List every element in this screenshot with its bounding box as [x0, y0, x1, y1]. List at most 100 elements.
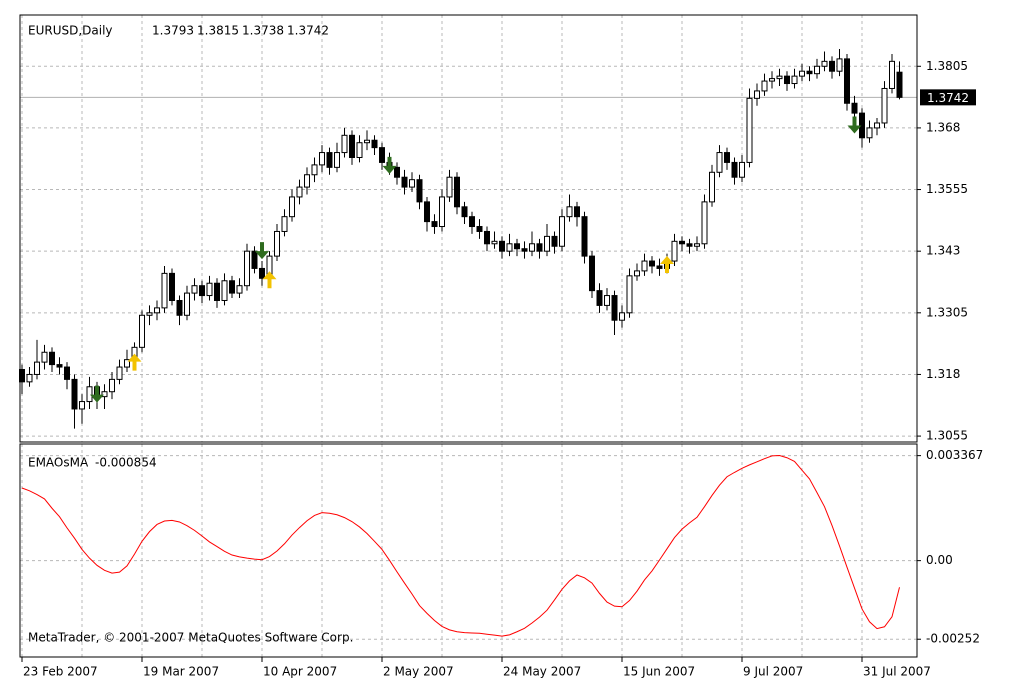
candle-body	[634, 270, 640, 277]
candle-body	[221, 280, 228, 301]
candle-body	[626, 275, 633, 314]
indicator-title: EMAOsMA	[28, 456, 89, 470]
candle-body	[49, 351, 55, 366]
candle-body	[791, 75, 798, 85]
candle-body	[56, 364, 63, 368]
y-tick-label: 1.3305	[926, 305, 968, 319]
marks-layer	[19, 49, 903, 637]
candle-body	[746, 97, 753, 163]
y-tick-label: 0.00	[926, 553, 953, 567]
candle-body	[551, 235, 558, 247]
candle-body	[761, 80, 768, 92]
candle-body	[506, 243, 513, 252]
candle-body	[401, 176, 408, 188]
candle-body	[514, 243, 520, 250]
chart-title: EURUSD,Daily	[28, 24, 113, 38]
sell-arrow	[382, 156, 397, 174]
candle-body	[874, 122, 880, 129]
candle-body	[649, 260, 655, 267]
candle-body	[589, 255, 595, 292]
x-tick-label: 19 Mar 2007	[143, 665, 219, 679]
y-tick-label: 1.3555	[926, 182, 968, 196]
x-tick-label: 9 Jul 2007	[743, 665, 803, 679]
candle-body	[814, 65, 820, 75]
candle-body	[604, 295, 610, 306]
candle-body	[161, 272, 168, 309]
candle-body	[461, 206, 468, 218]
candle-body	[169, 272, 175, 301]
candle-body	[731, 161, 738, 178]
candle-body	[671, 240, 678, 262]
candle-body	[469, 216, 475, 228]
x-tick-label: 31 Jul 2007	[863, 665, 931, 679]
candle-body	[776, 75, 783, 80]
candle-body	[334, 152, 340, 168]
candle-body	[64, 366, 70, 380]
copyright: MetaTrader, © 2001-2007 MetaQuotes Softw…	[28, 631, 353, 645]
candle-body	[686, 243, 693, 247]
candle-body	[739, 161, 745, 178]
candle-body	[244, 250, 250, 287]
buy-arrow	[660, 256, 674, 274]
y-tick-label: 1.343	[926, 244, 960, 258]
candle-body	[289, 196, 295, 218]
y-tick-label: -0.00252	[926, 632, 980, 646]
close-value: 1.3742	[287, 24, 329, 38]
candle-body	[581, 216, 588, 257]
candle-body	[379, 147, 385, 163]
y-tick-label: 0.003367	[926, 448, 983, 462]
candle-body	[424, 201, 430, 223]
candle-body	[139, 314, 145, 348]
candle-body	[431, 221, 438, 228]
sell-arrow	[847, 116, 862, 134]
candle-body	[454, 176, 460, 208]
candle-body	[491, 240, 498, 245]
candle-body	[199, 285, 205, 297]
candle-body	[251, 250, 258, 269]
candle-body	[364, 139, 370, 144]
sell-arrow	[90, 385, 104, 403]
candle-body	[529, 243, 535, 252]
candle-body	[446, 176, 453, 198]
candle-body	[236, 285, 243, 294]
labels-layer: EURUSD,Daily 1.3793 1.3815 1.3738 1.3742…	[21, 24, 983, 679]
candle-body	[784, 75, 790, 85]
candle-body	[836, 58, 843, 72]
candle-body	[821, 60, 828, 67]
low-value: 1.3738	[242, 24, 284, 38]
candle-body	[536, 243, 543, 252]
indicator-line	[21, 455, 900, 637]
candle-body	[754, 90, 760, 99]
candle-body	[799, 70, 805, 77]
candle-body	[341, 134, 348, 154]
y-tick-label: 1.318	[926, 367, 960, 381]
candle-body	[641, 260, 648, 272]
x-tick-label: 23 Feb 2007	[23, 665, 98, 679]
candle-body	[851, 102, 858, 114]
candle-body	[574, 206, 580, 218]
candle-body	[109, 378, 115, 393]
last-price-box	[920, 89, 976, 106]
y-tick-label: 1.3055	[926, 429, 968, 443]
candle-body	[806, 70, 813, 75]
candle-body	[439, 196, 445, 228]
y-tick-label: 1.3805	[926, 59, 968, 73]
price-panel-frame	[19, 14, 918, 443]
candle-body	[409, 179, 415, 188]
candle-body	[476, 226, 483, 232]
grid-layer	[20, 15, 917, 657]
candle-body	[416, 179, 423, 203]
candle-body	[724, 152, 730, 163]
candle-body	[191, 285, 198, 294]
candle-body	[521, 248, 528, 252]
candle-body	[281, 216, 288, 232]
candle-body	[619, 312, 625, 321]
candle-body	[349, 134, 355, 158]
candle-body	[101, 391, 108, 398]
candle-body	[274, 230, 280, 257]
sell-arrow	[255, 242, 269, 260]
candle-body	[596, 290, 603, 306]
candle-body	[26, 373, 33, 383]
